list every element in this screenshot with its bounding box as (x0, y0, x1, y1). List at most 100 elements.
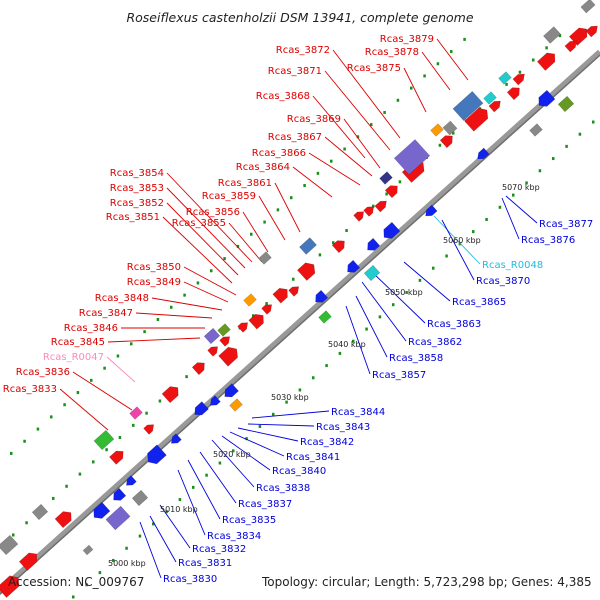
gene-box (131, 489, 149, 507)
tick-mark (112, 558, 115, 562)
forward-gene-arrow (374, 200, 387, 213)
tick-mark (418, 278, 422, 282)
tick-mark (578, 132, 582, 136)
tick-mark (85, 583, 88, 587)
tick-mark (156, 317, 160, 321)
label-connector (221, 435, 271, 471)
gene-label: Rcas_3879 (380, 34, 434, 45)
gene-label: Rcas_3855 (172, 218, 226, 229)
forward-gene-arrow (219, 336, 231, 347)
kbp-tick-label: 5040 kbp (328, 340, 366, 349)
gene-label: Rcas_R0048 (482, 260, 543, 271)
tick-mark (210, 269, 213, 273)
tick-mark (372, 204, 375, 208)
gene-box (229, 398, 243, 412)
tick-mark (558, 34, 562, 38)
tick-mark (343, 147, 346, 151)
tick-mark (36, 427, 40, 431)
gene-label: Rcas_3868 (256, 91, 310, 102)
gene-label: Rcas_3863 (427, 319, 481, 330)
gene-label: Rcas_3845 (51, 337, 105, 348)
forward-gene-arrow (161, 386, 179, 404)
tick-mark (396, 98, 400, 102)
gene-label: Rcas_3876 (521, 235, 575, 246)
tick-mark (63, 403, 66, 407)
tick-mark (170, 305, 173, 309)
label-connector (501, 197, 520, 240)
forward-gene-arrow (261, 304, 273, 315)
kbp-tick-label: 5010 kbp (160, 505, 198, 514)
gene-box (203, 327, 221, 345)
tick-mark (458, 242, 462, 246)
forward-gene-arrow (288, 286, 300, 297)
tick-mark (258, 424, 262, 428)
label-connector (72, 371, 133, 411)
tick-mark (445, 254, 448, 258)
tick-mark (183, 293, 186, 297)
tick-mark (105, 448, 108, 452)
tick-mark (405, 291, 408, 295)
gene-label: Rcas_3867 (268, 132, 322, 143)
gene-box (217, 323, 231, 337)
tick-mark (298, 388, 302, 392)
tick-mark (392, 303, 395, 307)
forward-gene-arrow (512, 73, 525, 86)
tick-mark (118, 436, 122, 440)
label-connector (162, 216, 233, 284)
tick-mark (352, 339, 355, 343)
tick-mark (383, 110, 386, 114)
tick-mark (485, 217, 488, 221)
forward-gene-arrow (564, 40, 577, 53)
tick-mark (92, 460, 95, 464)
gene-label: Rcas_3848 (95, 293, 149, 304)
reverse-gene-arrow (125, 475, 137, 486)
gene-label: Rcas_3852 (110, 198, 164, 209)
label-connector (177, 469, 206, 536)
gene-label: Rcas_3862 (408, 337, 462, 348)
gene-box (430, 123, 444, 137)
label-connector (251, 410, 330, 419)
reverse-gene-arrow (224, 383, 239, 398)
gene-box (393, 139, 431, 175)
gene-label: Rcas_3842 (300, 437, 354, 448)
label-connector (199, 451, 237, 504)
tick-mark (432, 266, 435, 270)
genome-backbone (0, 49, 600, 596)
tick-mark (265, 302, 268, 306)
forward-gene-arrow (54, 511, 72, 529)
tick-mark (116, 354, 120, 358)
tick-mark (236, 244, 240, 248)
gene-box (452, 91, 484, 121)
gene-label: Rcas_3851 (106, 212, 160, 223)
gene-label: Rcas_3875 (347, 63, 401, 74)
reverse-gene-arrow (367, 237, 381, 251)
reverse-gene-arrow (147, 444, 167, 465)
tick-mark (303, 184, 306, 188)
kbp-tick-label: 5070 kbp (502, 183, 540, 192)
label-connector (183, 266, 237, 296)
tick-mark (472, 230, 475, 234)
tick-mark (290, 196, 293, 200)
label-connectors (59, 38, 538, 579)
tick-mark (52, 496, 55, 500)
reverse-gene-arrow (209, 395, 221, 406)
tick-mark (345, 229, 348, 233)
gene-label: Rcas_3832 (192, 544, 246, 555)
forward-gene-arrow (353, 211, 365, 222)
tick-mark (316, 171, 320, 175)
accession-text: Accession: NC_009767 (8, 575, 144, 589)
tick-mark (423, 74, 426, 78)
tick-mark (23, 439, 26, 443)
reverse-gene-arrow (93, 501, 111, 519)
gene-label: Rcas_3834 (207, 531, 261, 542)
label-connector (149, 515, 177, 563)
forward-gene-arrow (506, 87, 520, 101)
gene-label: Rcas_3838 (256, 483, 310, 494)
gene-label: Rcas_3864 (236, 162, 290, 173)
tick-mark (65, 484, 68, 488)
forward-gene-arrow (363, 206, 375, 217)
gene-label: Rcas_3850 (127, 262, 181, 273)
gene-label: Rcas_3854 (110, 168, 164, 179)
label-connector (292, 166, 333, 198)
tick-mark (145, 411, 148, 415)
